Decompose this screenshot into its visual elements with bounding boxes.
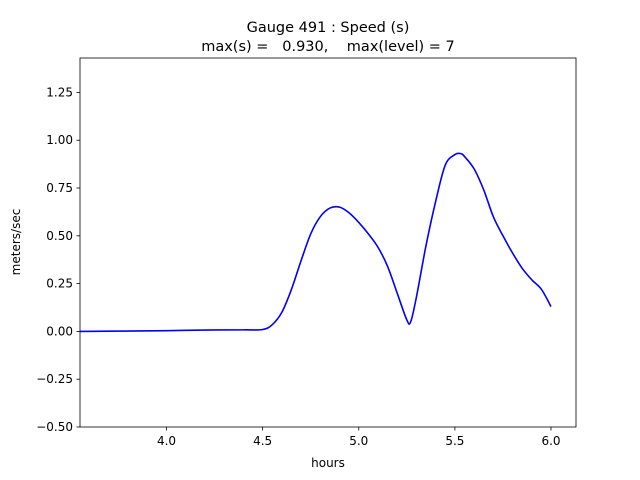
x-axis-ticks: 4.0 4.5 5.0 5.5 6.0 <box>157 427 561 448</box>
y-tick-label: 0.25 <box>46 277 73 291</box>
y-tick-label: 0.00 <box>46 324 73 338</box>
x-tick-label: 6.0 <box>541 434 560 448</box>
x-tick-label: 5.5 <box>445 434 464 448</box>
y-tick-label: −0.50 <box>36 420 73 434</box>
x-tick-label: 5.0 <box>349 434 368 448</box>
series-layer <box>79 152 552 333</box>
chart-title-line1: Gauge 491 : Speed (s) <box>247 20 410 36</box>
y-tick-label: 1.00 <box>46 133 73 147</box>
y-axis-ticks: −0.50 −0.25 0.00 0.25 0.50 0.75 1.00 1.25 <box>36 85 80 434</box>
x-axis-label: hours <box>311 456 345 470</box>
y-axis-label: meters/sec <box>9 209 23 276</box>
y-tick-label: −0.25 <box>36 372 73 386</box>
speed-series-line <box>79 152 552 333</box>
y-tick-label: 0.75 <box>46 181 73 195</box>
x-tick-label: 4.5 <box>253 434 272 448</box>
x-tick-label: 4.0 <box>157 434 176 448</box>
chart-title-line2: max(s) = 0.930, max(level) = 7 <box>201 39 455 55</box>
y-tick-label: 1.25 <box>46 85 73 99</box>
plot-area <box>80 58 576 427</box>
y-tick-label: 0.50 <box>46 229 73 243</box>
plot-frame <box>79 57 577 428</box>
